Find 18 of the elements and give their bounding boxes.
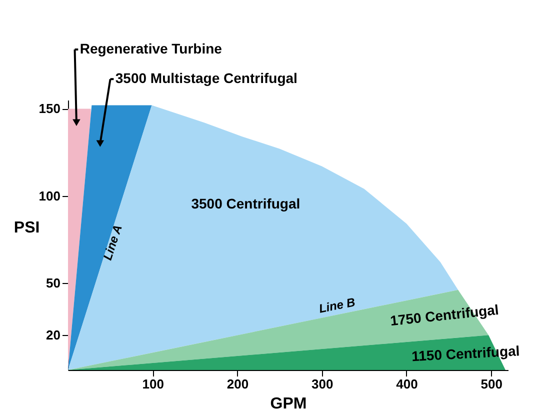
y-tick-label: 100 xyxy=(38,188,60,204)
annotation: Line B xyxy=(318,294,357,316)
x-tick-label: 100 xyxy=(142,376,164,392)
text: Regenerative Turbine xyxy=(80,40,222,56)
series-label: 1750 Centrifugal xyxy=(389,301,500,329)
y-tick-label: 150 xyxy=(38,101,60,116)
annotation: Line A xyxy=(100,223,125,262)
x-tick-label: 500 xyxy=(480,376,502,392)
series-label: 1150 Centrifugal xyxy=(411,342,520,364)
series-label: 3500 Centrifugal xyxy=(191,196,300,212)
x-tick-label: 400 xyxy=(396,376,418,392)
x-axis-title: GPM xyxy=(270,396,307,412)
series-label: 3500 Multistage Centrifugal xyxy=(115,70,298,86)
y-axis-title: PSI xyxy=(14,220,40,236)
x-tick-label: 200 xyxy=(226,376,249,392)
y-tick-label: 50 xyxy=(46,275,60,290)
y-tick-label: 20 xyxy=(46,328,60,343)
x-tick-label: 300 xyxy=(311,376,334,392)
